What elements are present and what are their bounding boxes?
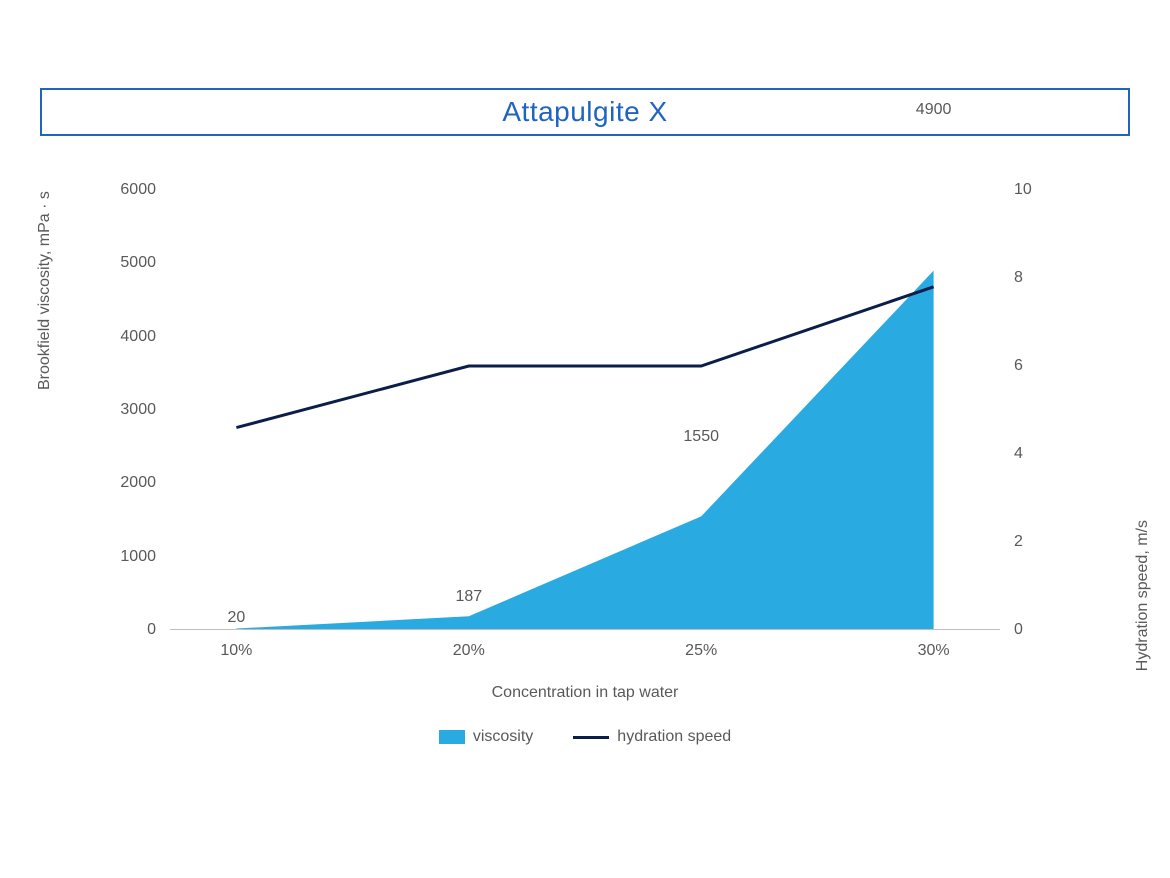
legend: viscosity hydration speed — [60, 728, 1110, 746]
y2-tick: 8 — [1000, 269, 1023, 287]
y1-tick: 6000 — [120, 181, 170, 199]
y2-axis-label: Hydration speed, m/s — [1134, 520, 1152, 671]
viscosity-value-label: 1550 — [683, 428, 719, 446]
y1-axis-label: Brookfield viscosity, mPa · s — [36, 191, 54, 390]
legend-item-viscosity: viscosity — [439, 728, 533, 746]
y2-tick: 2 — [1000, 533, 1023, 551]
y2-tick: 6 — [1000, 357, 1023, 375]
y2-tick: 4 — [1000, 445, 1023, 463]
legend-item-hydration: hydration speed — [573, 728, 731, 746]
y2-tick: 10 — [1000, 181, 1032, 199]
y2-tick: 0 — [1000, 621, 1023, 639]
plot-area: 0100020003000400050006000024681010%2020%… — [170, 190, 1000, 630]
chart-title-box: Attapulgite X — [40, 88, 1130, 136]
hydration-line — [170, 190, 1000, 630]
x-tick: 10% — [220, 630, 252, 660]
y1-tick: 1000 — [120, 548, 170, 566]
legend-label: hydration speed — [617, 728, 731, 746]
y1-tick: 2000 — [120, 474, 170, 492]
legend-swatch-area — [439, 730, 465, 744]
y1-tick: 3000 — [120, 401, 170, 419]
x-tick: 30% — [918, 630, 950, 660]
x-tick: 20% — [453, 630, 485, 660]
chart-title: Attapulgite X — [502, 96, 667, 128]
y1-tick: 0 — [147, 621, 170, 639]
legend-label: viscosity — [473, 728, 533, 746]
viscosity-value-label: 187 — [455, 588, 482, 606]
legend-swatch-line — [573, 736, 609, 739]
x-axis-baseline — [170, 629, 1000, 630]
viscosity-value-label: 20 — [227, 609, 245, 627]
y1-tick: 5000 — [120, 254, 170, 272]
x-axis-label: Concentration in tap water — [60, 684, 1110, 702]
y1-tick: 4000 — [120, 328, 170, 346]
chart: Brookfield viscosity, mPa · s Hydration … — [60, 180, 1110, 740]
x-tick: 25% — [685, 630, 717, 660]
viscosity-value-label: 4900 — [916, 101, 952, 119]
